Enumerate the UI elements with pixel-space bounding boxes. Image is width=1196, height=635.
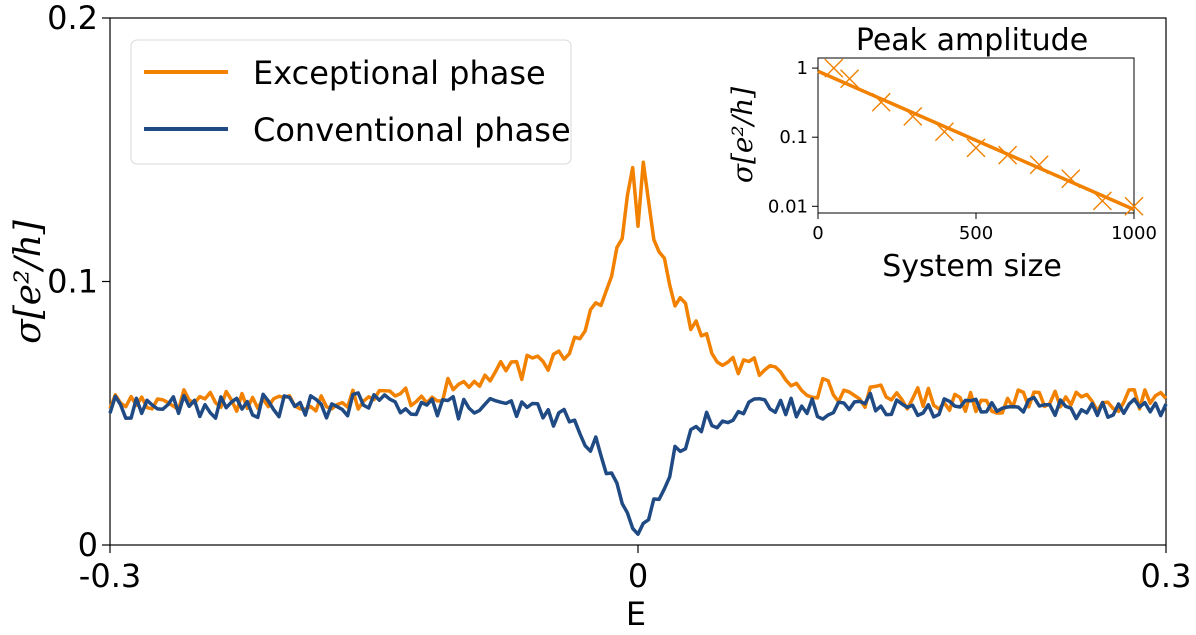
inset-marker	[966, 138, 986, 158]
series-line-conventional-phase	[108, 391, 1168, 536]
legend: Exceptional phase Conventional phase	[130, 39, 572, 165]
legend-conventional-label: Conventional phase	[253, 111, 571, 149]
main-x-tick-label: -0.3	[79, 557, 141, 595]
main-y-ticks: 0 0.1 0.2	[47, 0, 110, 564]
inset-series	[817, 58, 1144, 216]
main-x-ticks: -0.3 0 0.3	[79, 545, 1192, 595]
inset-x-tick-label: 0	[812, 223, 823, 244]
inset-y-tick-label: 1	[797, 58, 808, 79]
legend-frame	[130, 39, 572, 165]
inset-y-tick-label: 0.01	[768, 196, 808, 217]
inset-y-axis-label: σ[e²/h]	[726, 87, 759, 183]
main-y-tick-label: 0.1	[47, 263, 98, 301]
inset-marker	[871, 92, 891, 112]
main-y-axis-label: σ[e²/h]	[8, 219, 49, 344]
inset-marker	[1124, 196, 1144, 216]
main-x-tick-label: 0.3	[1141, 557, 1192, 595]
inset-y-ticks: 0.01 0.1 1	[768, 58, 818, 217]
inset-y-tick-label: 0.1	[779, 127, 808, 148]
inset-marker	[824, 58, 844, 78]
inset-title: Peak amplitude	[856, 23, 1088, 58]
main-y-tick-label: 0	[78, 526, 98, 564]
inset-x-ticks: 0 500 1000	[812, 213, 1157, 244]
main-x-tick-label: 0	[628, 557, 648, 595]
main-series	[108, 160, 1168, 536]
inset-marker	[903, 106, 923, 126]
inset-marker	[1061, 169, 1081, 189]
inset-marker	[934, 122, 954, 142]
legend-exceptional-label: Exceptional phase	[253, 54, 546, 92]
inset-marker	[1029, 155, 1049, 175]
inset-marker	[840, 69, 860, 89]
inset-marker	[1092, 191, 1112, 211]
inset-chart: Peak amplitude 0 500 1000 0.01 0.1 1 System …	[726, 23, 1157, 284]
inset-fit-line	[817, 69, 1135, 212]
inset-x-axis-label: System size	[882, 249, 1062, 284]
main-y-tick-label: 0.2	[47, 0, 98, 37]
main-x-axis-label: E	[626, 595, 646, 633]
inset-marker	[998, 145, 1018, 165]
inset-x-tick-label: 500	[959, 223, 993, 244]
inset-x-tick-label: 1000	[1111, 223, 1157, 244]
